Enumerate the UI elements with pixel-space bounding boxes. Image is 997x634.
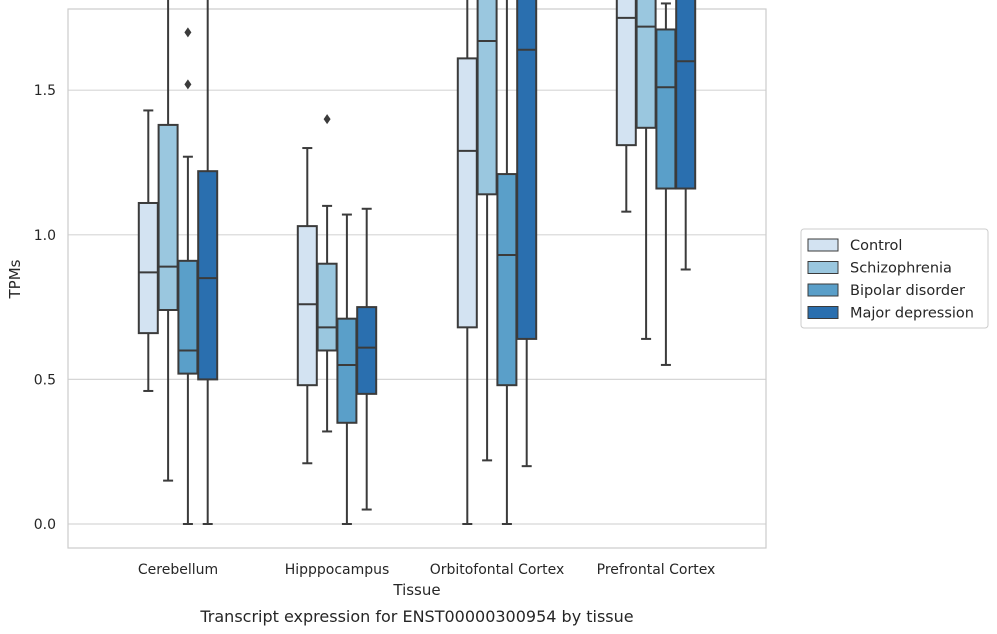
iqr-box bbox=[635, 0, 657, 129]
box-schizophrenia bbox=[157, 0, 179, 482]
outlier-point bbox=[184, 79, 192, 90]
box-bipolar-disorder bbox=[496, 0, 518, 525]
x-tick-label: Prefrontal Cortex bbox=[597, 562, 716, 578]
iqr-box bbox=[675, 0, 697, 190]
iqr-box bbox=[655, 28, 677, 190]
x-tick-label: Hipppocampus bbox=[285, 562, 390, 578]
box-bipolar-disorder bbox=[336, 213, 358, 525]
y-axis-label: TPMs bbox=[6, 259, 24, 299]
box-major-depression bbox=[197, 0, 219, 525]
legend-label: Control bbox=[850, 238, 902, 254]
iqr-box bbox=[456, 57, 478, 329]
iqr-box bbox=[356, 306, 378, 395]
iqr-box bbox=[177, 259, 199, 375]
legend: Control Schizophrenia Bipolar disorder Majo… bbox=[800, 228, 989, 329]
x-tick-label: Cerebellum bbox=[138, 562, 218, 578]
legend-swatch bbox=[807, 261, 839, 274]
y-tick-label: 0.0 bbox=[34, 517, 56, 533]
plot-frame bbox=[67, 8, 767, 549]
x-tick-labels: Cerebellum Hipppocampus Orbitofontal Corte… bbox=[138, 562, 715, 578]
legend-label: Major depression bbox=[850, 306, 974, 322]
iqr-box bbox=[137, 201, 159, 335]
box-major-depression bbox=[356, 207, 378, 511]
y-tick-label: 1.5 bbox=[34, 83, 56, 99]
box-control bbox=[137, 109, 159, 392]
boxes bbox=[137, 0, 697, 525]
box-control bbox=[296, 147, 318, 465]
y-tick-labels: 0.00.51.01.52.02.53.03.5 bbox=[34, 83, 56, 533]
box-control bbox=[456, 0, 478, 525]
outlier-point bbox=[184, 27, 192, 38]
x-tick-label: Orbitofontal Cortex bbox=[430, 562, 565, 578]
legend-swatch bbox=[807, 238, 839, 252]
legend-label: Schizophrenia bbox=[850, 261, 952, 277]
iqr-box bbox=[496, 173, 518, 387]
outlier-point bbox=[323, 114, 331, 125]
iqr-box bbox=[197, 170, 219, 381]
iqr-box bbox=[316, 262, 338, 352]
box-bipolar-disorder bbox=[655, 2, 677, 366]
box-schizophrenia bbox=[476, 0, 498, 462]
iqr-box bbox=[336, 317, 358, 424]
box-schizophrenia bbox=[635, 0, 657, 340]
iqr-box bbox=[476, 0, 498, 196]
x-axis-label: Tissue bbox=[392, 581, 440, 599]
box-bipolar-disorder bbox=[177, 27, 199, 525]
y-tick-label: 1.0 bbox=[34, 228, 56, 244]
figure-caption: Transcript expression for ENST0000030095… bbox=[199, 607, 633, 626]
iqr-box bbox=[615, 0, 637, 147]
legend-label: Bipolar disorder bbox=[850, 283, 965, 299]
box-control bbox=[615, 0, 637, 213]
iqr-box bbox=[296, 225, 318, 387]
y-tick-label: 0.5 bbox=[34, 372, 56, 388]
box-major-depression bbox=[675, 0, 697, 271]
legend-frame bbox=[800, 228, 989, 329]
box-major-depression bbox=[516, 0, 538, 468]
iqr-box bbox=[516, 0, 538, 340]
iqr-box bbox=[157, 123, 179, 311]
legend-swatch bbox=[807, 283, 839, 297]
legend-swatch bbox=[807, 306, 839, 319]
box-schizophrenia bbox=[316, 114, 338, 433]
